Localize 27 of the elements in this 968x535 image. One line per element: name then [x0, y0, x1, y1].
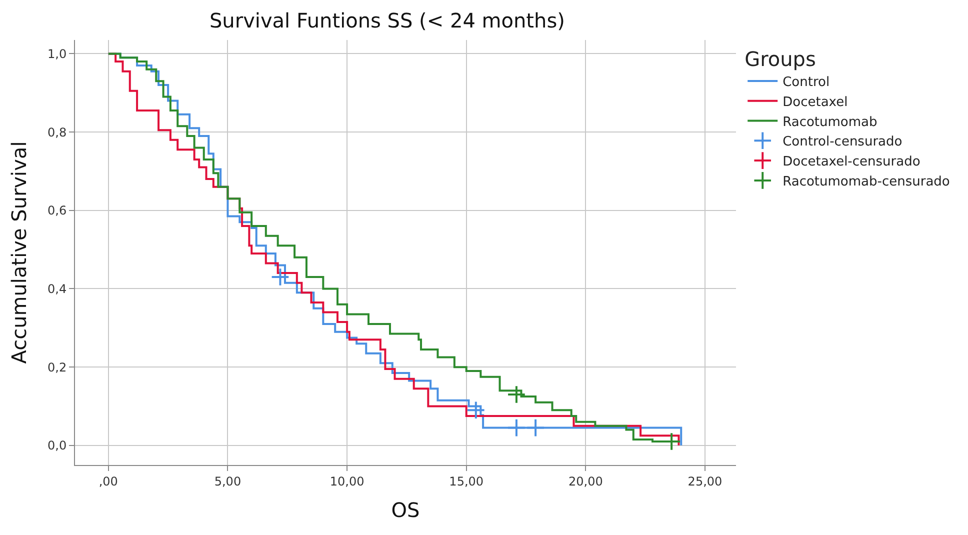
y-axis-title: Accumulative Survival	[7, 141, 32, 364]
x-tick-label: 20,00	[568, 474, 603, 488]
x-tick-label: 5,00	[214, 474, 242, 488]
legend-label: Control	[782, 75, 830, 90]
x-tick-label: 25,00	[688, 474, 722, 488]
legend-label: Docetaxel	[782, 94, 848, 110]
y-tick-label: 0,8	[48, 125, 67, 140]
y-tick-label: 0,6	[48, 204, 67, 218]
y-tick-label: 1,0	[48, 46, 67, 61]
x-axis-title: OS	[391, 498, 420, 522]
y-tick-label: 0,4	[48, 282, 67, 296]
y-tick-label: 0,2	[48, 360, 67, 374]
legend-label: Control-censurado	[782, 134, 902, 150]
y-tick-label: 0,0	[48, 438, 67, 453]
point	[466, 400, 486, 420]
x-tick-label: ,00	[98, 474, 118, 488]
chart-title: Survival Funtions SS (< 24 months)	[209, 8, 565, 32]
x-tick-label: 10,00	[330, 474, 364, 488]
point	[507, 418, 526, 438]
legend-title: Groups	[744, 47, 816, 71]
x-tick-label: 15,00	[449, 474, 484, 488]
legend-label: Racotumomab-censurado	[782, 174, 950, 190]
point	[507, 385, 526, 404]
legend-label: Docetaxel-censurado	[782, 154, 920, 170]
point	[270, 268, 290, 286]
point	[526, 418, 545, 438]
legend-label: Racotumomab	[782, 114, 878, 130]
